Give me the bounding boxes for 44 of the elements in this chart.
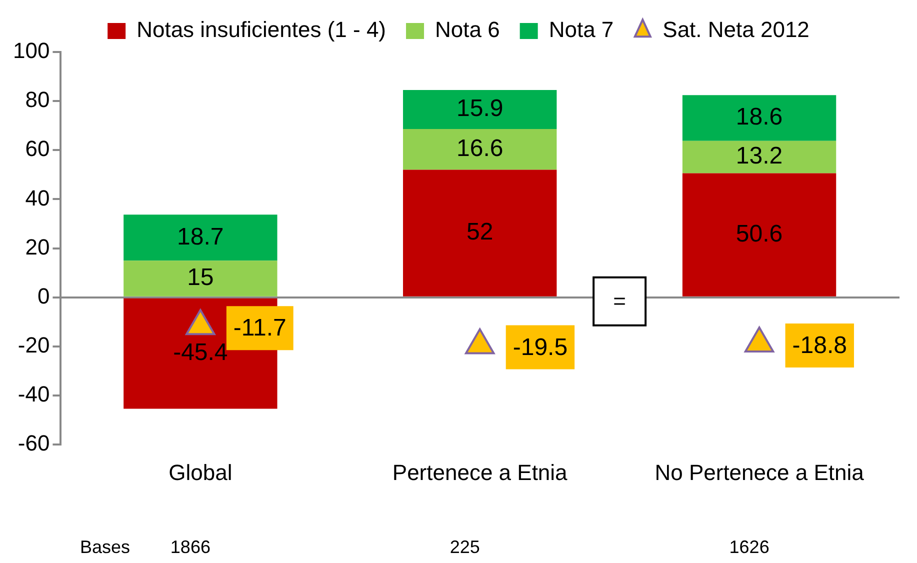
text: 1866 (170, 536, 210, 557)
bar (682, 173, 836, 296)
legend-label: Notas insuficientes (1 - 4) (136, 17, 386, 42)
point (464, 328, 495, 354)
y-tick-label: 60 (25, 136, 50, 162)
y-tick-label: -20 (18, 332, 50, 358)
point (744, 326, 774, 353)
data-label: -19.5 (512, 334, 568, 361)
bar (403, 90, 557, 130)
data-label: 15.9 (456, 95, 504, 122)
point (186, 309, 216, 336)
y-tick-label: 80 (25, 87, 50, 112)
legend-label: Nota 6 (435, 17, 500, 42)
text: 225 (450, 536, 480, 557)
x-tick-label: Global (168, 460, 232, 485)
text: 1626 (729, 536, 770, 557)
data-label: -45.4 (173, 339, 228, 366)
y-tick-label: 40 (25, 185, 50, 210)
data-label: 52 (466, 218, 494, 246)
x-tick-label: Pertenece a Etnia (392, 460, 568, 485)
data-label: 18.7 (177, 223, 224, 250)
bar (124, 214, 278, 261)
data-label: -11.7 (233, 314, 286, 342)
data-label: 50.6 (736, 220, 783, 248)
legend-label: Nota 7 (548, 17, 614, 42)
x-tick-label: No Pertenece a Etnia (654, 460, 865, 485)
data-label: -18.8 (792, 332, 847, 360)
data-label: 18.6 (736, 104, 783, 131)
text: Bases (80, 536, 130, 557)
y-tick-label: 100 (12, 38, 50, 64)
bar (124, 260, 278, 296)
legend-label: Sat. Neta 2012 (662, 17, 810, 42)
data-label: 16.6 (456, 135, 504, 162)
bar (682, 140, 836, 174)
y-tick-label: 0 (37, 283, 50, 308)
y-tick-label: 20 (25, 234, 50, 260)
bar (682, 95, 836, 141)
annotation: = (613, 288, 626, 314)
y-tick-label: -60 (18, 430, 50, 456)
data-label: 15 (187, 264, 214, 292)
y-tick-label: -40 (18, 382, 50, 407)
data-label: 13.2 (736, 142, 783, 170)
bar (403, 170, 557, 296)
bar (403, 129, 557, 170)
